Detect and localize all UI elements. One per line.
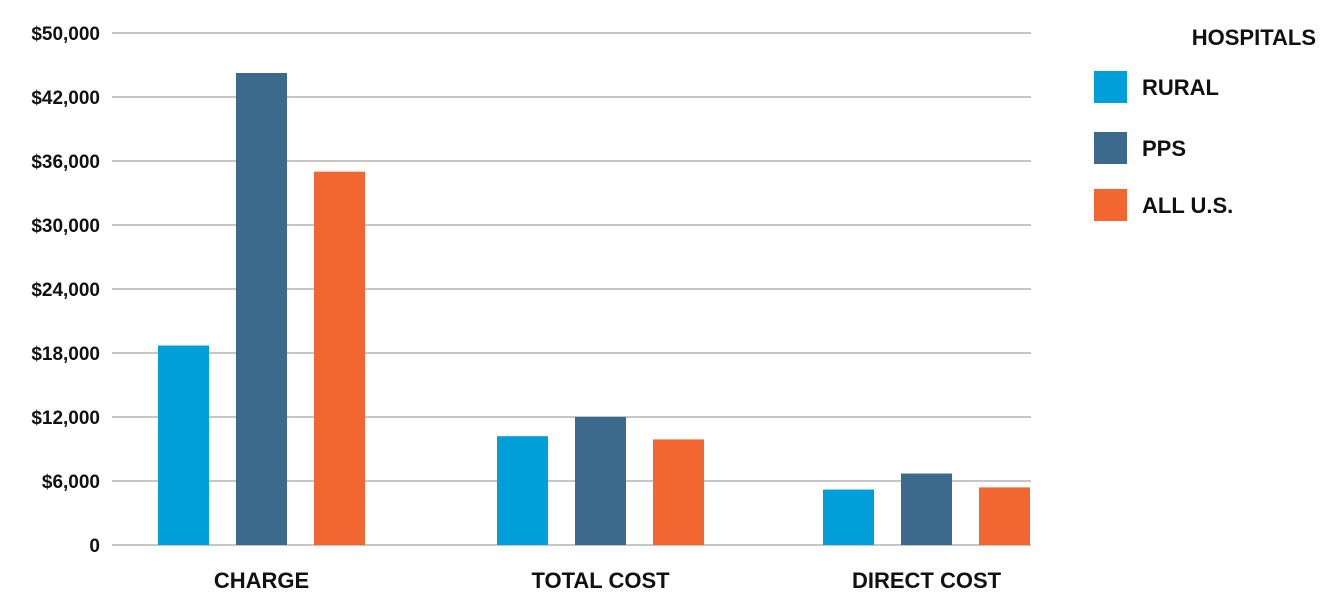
y-tick-label: $42,000	[31, 88, 100, 109]
bar-all-u-s-charge	[314, 171, 365, 545]
legend-swatch	[1094, 189, 1127, 221]
y-axis-tick-labels: 0 $6,000 $12,000 $18,000 $24,000 $30,000 $36,0…	[31, 24, 100, 557]
legend-label: PPS	[1142, 136, 1186, 161]
x-category-label: CHARGE	[214, 568, 309, 593]
x-category-label: DIRECT COST	[852, 568, 1002, 593]
bar-all-u-s-total-cost	[653, 439, 704, 545]
bar-pps-charge	[236, 73, 287, 545]
y-tick-label: $6,000	[42, 472, 100, 493]
x-axis-category-labels: CHARGE TOTAL COST DIRECT COST	[214, 568, 1002, 593]
bar-pps-total-cost	[575, 417, 626, 545]
y-tick-label: $24,000	[31, 280, 100, 301]
legend-swatch	[1094, 71, 1127, 103]
bar-rural-total-cost	[497, 436, 548, 545]
bar-pps-direct-cost	[901, 473, 952, 545]
y-tick-label: $36,000	[31, 152, 100, 173]
bar-all-u-s-direct-cost	[979, 487, 1030, 545]
bars	[158, 73, 1030, 545]
y-tick-label: 0	[89, 536, 100, 557]
y-tick-label: $18,000	[31, 344, 100, 365]
y-tick-label: $30,000	[31, 216, 100, 237]
legend-swatch	[1094, 132, 1127, 164]
legend: HOSPITALS RURAL PPS ALL U.S.	[1094, 25, 1316, 221]
legend-label: ALL U.S.	[1142, 193, 1233, 218]
x-category-label: TOTAL COST	[531, 568, 670, 593]
y-tick-label: $12,000	[31, 408, 100, 429]
bar-rural-direct-cost	[823, 489, 874, 545]
bar-rural-charge	[158, 345, 209, 545]
legend-title: HOSPITALS	[1192, 25, 1316, 50]
legend-label: RURAL	[1142, 75, 1219, 100]
y-tick-label: $50,000	[31, 24, 100, 45]
